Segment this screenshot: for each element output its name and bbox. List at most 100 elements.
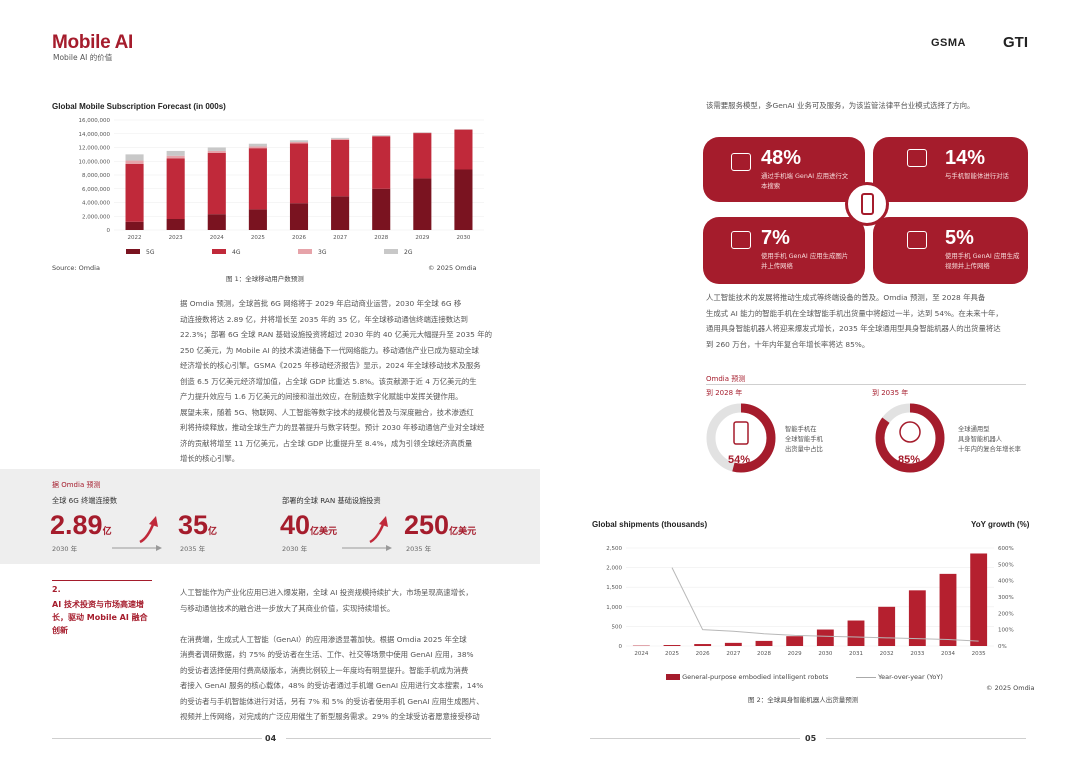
card-value: 48% xyxy=(761,147,802,169)
paragraph-line: 增长的核心引擎。 xyxy=(180,454,240,463)
bar-segment-3G xyxy=(372,135,391,137)
band-right-label: 部署的全球 RAN 基础设施投资 xyxy=(282,496,381,505)
bar-segment-4G xyxy=(289,143,309,204)
stat-value: 2.89 xyxy=(50,510,103,540)
paragraph-line: 者接入 GenAI 服务的核心载体，48% 的受访者通过手机端 GenAI 应用… xyxy=(180,681,484,690)
search-doc-icon xyxy=(731,153,751,171)
x-tick-label: 2026 xyxy=(292,235,306,241)
right-paragraph: 人工智能技术的发展将推动生成式等终端设备的普及。Omdia 预测，至 2028 … xyxy=(706,290,1036,352)
donut-right-text: 全球通用型 具身智能机器人 十年内的复合年增长率 xyxy=(958,426,1021,453)
card-text: 与手机智能体进行对话 xyxy=(945,172,1009,180)
y-tick-label: 12,000,000 xyxy=(79,146,111,152)
x-tick-label: 2025 xyxy=(251,235,265,241)
bar xyxy=(939,573,957,646)
y-tick-label: 2,000 xyxy=(606,566,622,572)
section-paragraph: 人工智能作为产业化应用已进入爆发期，全球 AI 投资规模持续扩大，市场呈现高速增… xyxy=(180,585,492,725)
stat-value: 35 xyxy=(178,510,209,540)
footer-rule-left-b xyxy=(286,738,491,739)
bar-segment-2G xyxy=(125,154,144,161)
ai-chat-icon xyxy=(907,149,927,167)
stat-card-image: 7% 使用手机 GenAI 应用生成图片并上传网络 xyxy=(703,217,865,284)
stat-year: 2035 年 xyxy=(406,545,432,553)
card-value: 7% xyxy=(761,227,790,249)
bar-segment-4G xyxy=(207,153,226,215)
bar-segment-2G xyxy=(166,150,185,156)
donut-right-year: 到 2035 年 xyxy=(872,389,909,397)
y2-tick-label: 300% xyxy=(998,595,1014,601)
bar-segment-2G xyxy=(207,147,226,151)
bar xyxy=(970,553,988,646)
bar-segment-4G xyxy=(248,148,267,210)
legend-swatch xyxy=(212,249,226,254)
paragraph-line: 济的贡献将增至 11 万亿美元，占全球 GDP 比重提升至 8.4%，成为引领全… xyxy=(180,438,473,448)
footer-rule-right-a xyxy=(590,738,800,739)
x-tick-label: 2026 xyxy=(696,651,710,657)
paragraph-line: 消费者调研数据，约 75% 的受访者在生活、工作、社交等场景中使用 GenAI … xyxy=(180,650,474,659)
image-icon xyxy=(731,231,751,249)
intro-paragraph: 据 Omdia 预测，全球首批 6G 网络将于 2029 年启动商业运营，203… xyxy=(180,296,492,467)
legend-swatch xyxy=(666,674,680,680)
gti-logo: GTI xyxy=(1003,34,1028,51)
y-tick-label: 8,000,000 xyxy=(82,173,110,179)
growth-arrow-icon xyxy=(342,516,392,551)
y-tick-label: 500 xyxy=(612,624,623,630)
x-tick-label: 2029 xyxy=(415,235,429,241)
x-tick-label: 2032 xyxy=(880,651,894,657)
stat-unit: 亿美元 xyxy=(449,527,477,537)
left-chart-caption: 图 1：全球移动用户数预测 xyxy=(226,275,304,283)
bar-segment-5G xyxy=(331,196,350,230)
x-tick-label: 2035 xyxy=(972,651,986,657)
paragraph-line: 动连接数将达 2.89 亿，并将增长至 2035 年的 35 亿，年全球移动通信… xyxy=(180,314,468,324)
stat-card-ai-chat: 14% 与手机智能体进行对话 xyxy=(873,137,1028,202)
donut-left-year: 到 2028 年 xyxy=(706,389,743,397)
bar-segment-5G xyxy=(454,169,473,230)
legend-swatch xyxy=(298,249,312,254)
donut-left-text: 智能手机在 全球智能手机 出货量中占比 xyxy=(785,426,823,453)
legend-swatch xyxy=(126,249,140,254)
page-number-left: 04 xyxy=(265,734,277,743)
card-text: 使用手机 GenAI 应用生成视频并上传网络 xyxy=(945,252,1020,270)
stat-2030-ran: 40亿美元 xyxy=(280,510,337,541)
stat-value: 250 xyxy=(404,510,450,540)
stat-year: 2030 年 xyxy=(282,545,308,553)
page-title: Mobile AI xyxy=(52,32,134,53)
paragraph-line: 与移动通信技术的融合进一步放大了其商业价值，实现持续增长。 xyxy=(180,603,395,613)
x-tick-label: 2033 xyxy=(910,651,924,657)
legend-label: 3G xyxy=(318,249,327,256)
robot-head-icon xyxy=(899,421,921,443)
bar-segment-2G xyxy=(289,140,309,142)
paragraph-line: 创造 6.5 万亿美元经济增加值，占全球 GDP 比重达 5.8%。该贡献源于近… xyxy=(180,376,477,386)
bar-segment-3G xyxy=(125,160,144,164)
bar xyxy=(816,629,834,646)
paragraph-line: 展望未来，随着 5G、物联网、人工智能等数字技术的规模化普及与深度融合，技术渗透… xyxy=(180,407,474,417)
paragraph-line: 经济增长的核心引擎。GSMA《2025 年移动经济报告》显示，2024 年全球移… xyxy=(180,361,481,370)
bar-segment-2G xyxy=(248,143,267,147)
y-tick-label: 6,000,000 xyxy=(82,187,110,193)
stat-year: 2035 年 xyxy=(180,545,206,553)
y2-tick-label: 200% xyxy=(998,611,1014,617)
section-title: AI 技术投资与市场高速增长，驱动 Mobile AI 融合创新 xyxy=(52,600,148,635)
y-tick-label: 0 xyxy=(107,228,111,234)
stat-unit: 亿美元 xyxy=(310,527,338,537)
bar xyxy=(663,645,681,646)
bar xyxy=(908,590,926,646)
y2-tick-label: 400% xyxy=(998,579,1014,585)
stat-year: 2030 年 xyxy=(52,545,78,553)
y-tick-label: 0 xyxy=(619,644,623,650)
right-legend-bar: General-purpose embodied intelligent rob… xyxy=(666,673,828,681)
video-icon xyxy=(907,231,927,249)
bar-segment-3G xyxy=(166,155,185,159)
x-tick-label: 2028 xyxy=(757,651,771,657)
bar-segment-5G xyxy=(372,188,391,230)
page-subtitle: Mobile AI 的价值 xyxy=(53,53,113,62)
paragraph-line: 据 Omdia 预测，全球首批 6G 网络将于 2029 年启动商业运营，203… xyxy=(180,299,462,308)
card-value: 14% xyxy=(945,147,986,169)
right-chart-copyright: © 2025 Omdia xyxy=(986,684,1035,692)
paragraph-line: 生成式 AI 能力的智能手机在全球智能手机出货量中将超过一半，达到 54%。在未… xyxy=(706,308,1003,318)
donut-right-pct: 85% xyxy=(898,454,921,466)
stat-card-video: 5% 使用手机 GenAI 应用生成视频并上传网络 xyxy=(873,217,1028,284)
y2-tick-label: 100% xyxy=(998,628,1014,634)
bar-segment-3G xyxy=(331,138,350,140)
band-tag: 据 Omdia 预测 xyxy=(52,481,101,489)
y-tick-label: 2,500 xyxy=(606,546,622,552)
